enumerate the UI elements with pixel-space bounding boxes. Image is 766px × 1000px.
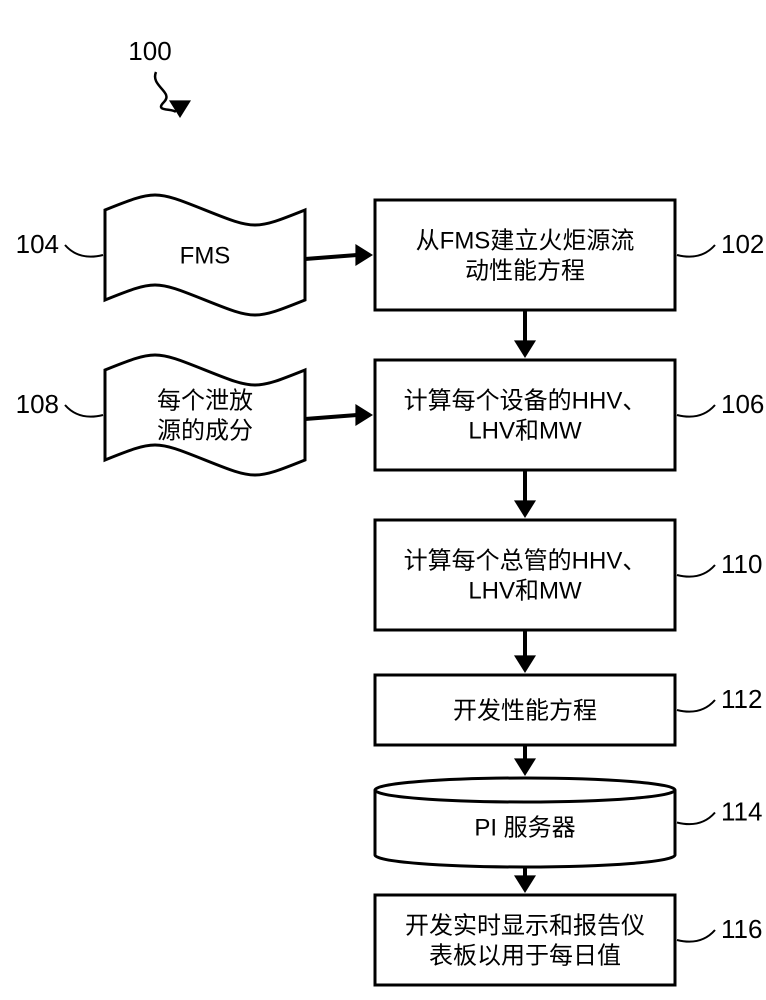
node-text: 计算每个总管的HHV、 [404, 547, 647, 574]
flowchart-canvas: FMS 104 从FMS建立火炬源流动性能方程 102 每个泄放源的成分 108 计算每个设… [0, 0, 766, 1000]
diagram-ref-number: 100 [128, 36, 171, 66]
node-text: 计算每个设备的HHV、 [404, 387, 647, 414]
node-text: 每个泄放 [157, 387, 253, 414]
node-text: 开发实时显示和报告仪 [405, 912, 645, 939]
ref-label: 110 [721, 549, 762, 579]
node-text: PI 服务器 [474, 815, 575, 842]
ref-label: 114 [721, 797, 762, 827]
node-text: 动性能方程 [465, 257, 585, 284]
ref-label: 104 [16, 229, 59, 259]
node-text: 表板以用于每日值 [429, 942, 621, 969]
node-text: 源的成分 [157, 417, 253, 444]
ref-label: 116 [721, 914, 762, 944]
ref-label: 112 [721, 684, 762, 714]
ref-label: 102 [721, 229, 764, 259]
ref-label: 108 [16, 389, 59, 419]
node-text: 从FMS建立火炬源流 [416, 227, 635, 254]
ref-label: 106 [721, 389, 764, 419]
node-text: 开发性能方程 [453, 697, 597, 724]
node-text: LHV和MW [468, 417, 582, 444]
node-text: FMS [180, 242, 231, 269]
node-text: LHV和MW [468, 577, 582, 604]
